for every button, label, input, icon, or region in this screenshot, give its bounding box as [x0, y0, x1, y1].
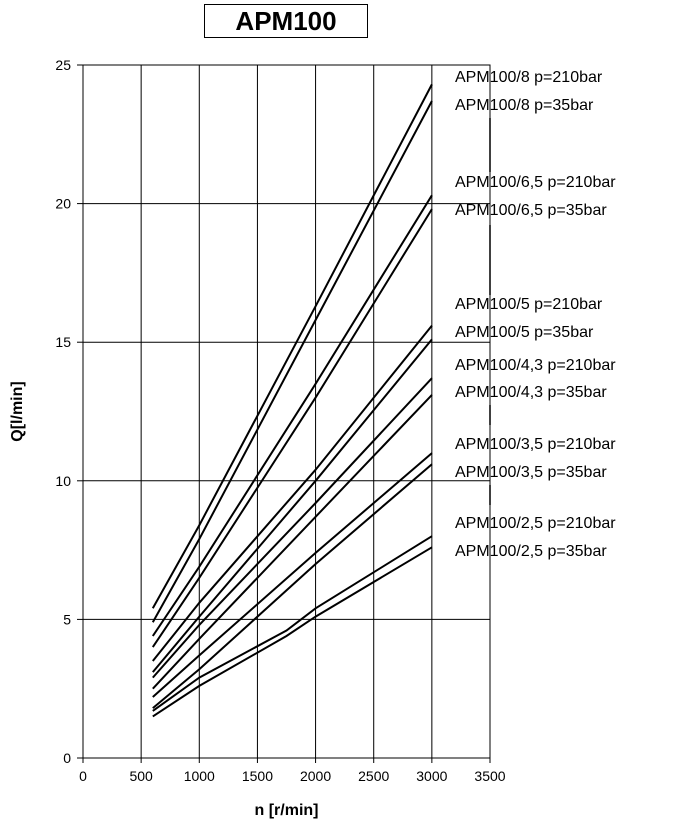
- series-line-7: [152, 377, 433, 679]
- series-label-11: APM100/2,5 p=210bar: [455, 515, 616, 532]
- x-axis-label: n [r/min]: [255, 802, 319, 819]
- x-tick-label: 0: [79, 768, 87, 784]
- series-label-5: APM100/5 p=210bar: [455, 296, 603, 313]
- series-line-5: [152, 324, 433, 662]
- y-tick-label: 5: [63, 611, 71, 627]
- x-tick-label: 3000: [416, 768, 447, 784]
- x-tick-label: 2000: [300, 768, 331, 784]
- series-line-2: [151, 100, 433, 623]
- series-line-8: [152, 394, 433, 690]
- series-line-10: [152, 463, 433, 709]
- x-tick-label: 500: [129, 768, 153, 784]
- y-tick-label: 25: [55, 57, 71, 73]
- y-axis-label: Q[l/min]: [9, 381, 26, 441]
- chart-title: APM100: [204, 4, 368, 38]
- series-label-1: APM100/8 p=210bar: [455, 69, 603, 86]
- series-label-12: APM100/2,5 p=35bar: [455, 543, 607, 560]
- x-tick-label: 1500: [242, 768, 273, 784]
- series-label-6: APM100/5 p=35bar: [455, 324, 594, 341]
- series-label-7: APM100/4,3 p=210bar: [455, 357, 616, 374]
- x-tick-label: 1000: [184, 768, 215, 784]
- y-tick-label: 0: [63, 750, 71, 766]
- series-label-8: APM100/4,3 p=35bar: [455, 384, 607, 401]
- y-tick-label: 10: [55, 473, 71, 489]
- series-line-11: [152, 535, 433, 712]
- x-tick-label: 3500: [474, 768, 505, 784]
- series-line-1: [151, 83, 433, 609]
- x-tick-label: 2500: [358, 768, 389, 784]
- y-tick-label: 15: [55, 334, 71, 350]
- series-label-2: APM100/8 p=35bar: [455, 97, 594, 114]
- series-label-9: APM100/3,5 p=210bar: [455, 436, 616, 453]
- y-tick-label: 20: [55, 196, 71, 212]
- series-line-3: [151, 194, 433, 637]
- series-line-4: [151, 208, 433, 648]
- plot-area: [82, 64, 491, 759]
- series-label-3: APM100/6,5 p=210bar: [455, 174, 616, 191]
- series-label-4: APM100/6,5 p=35bar: [455, 202, 607, 219]
- series-label-10: APM100/3,5 p=35bar: [455, 464, 607, 481]
- series-line-9: [152, 452, 433, 698]
- series-line-6: [152, 338, 433, 673]
- series-line-12: [152, 546, 433, 718]
